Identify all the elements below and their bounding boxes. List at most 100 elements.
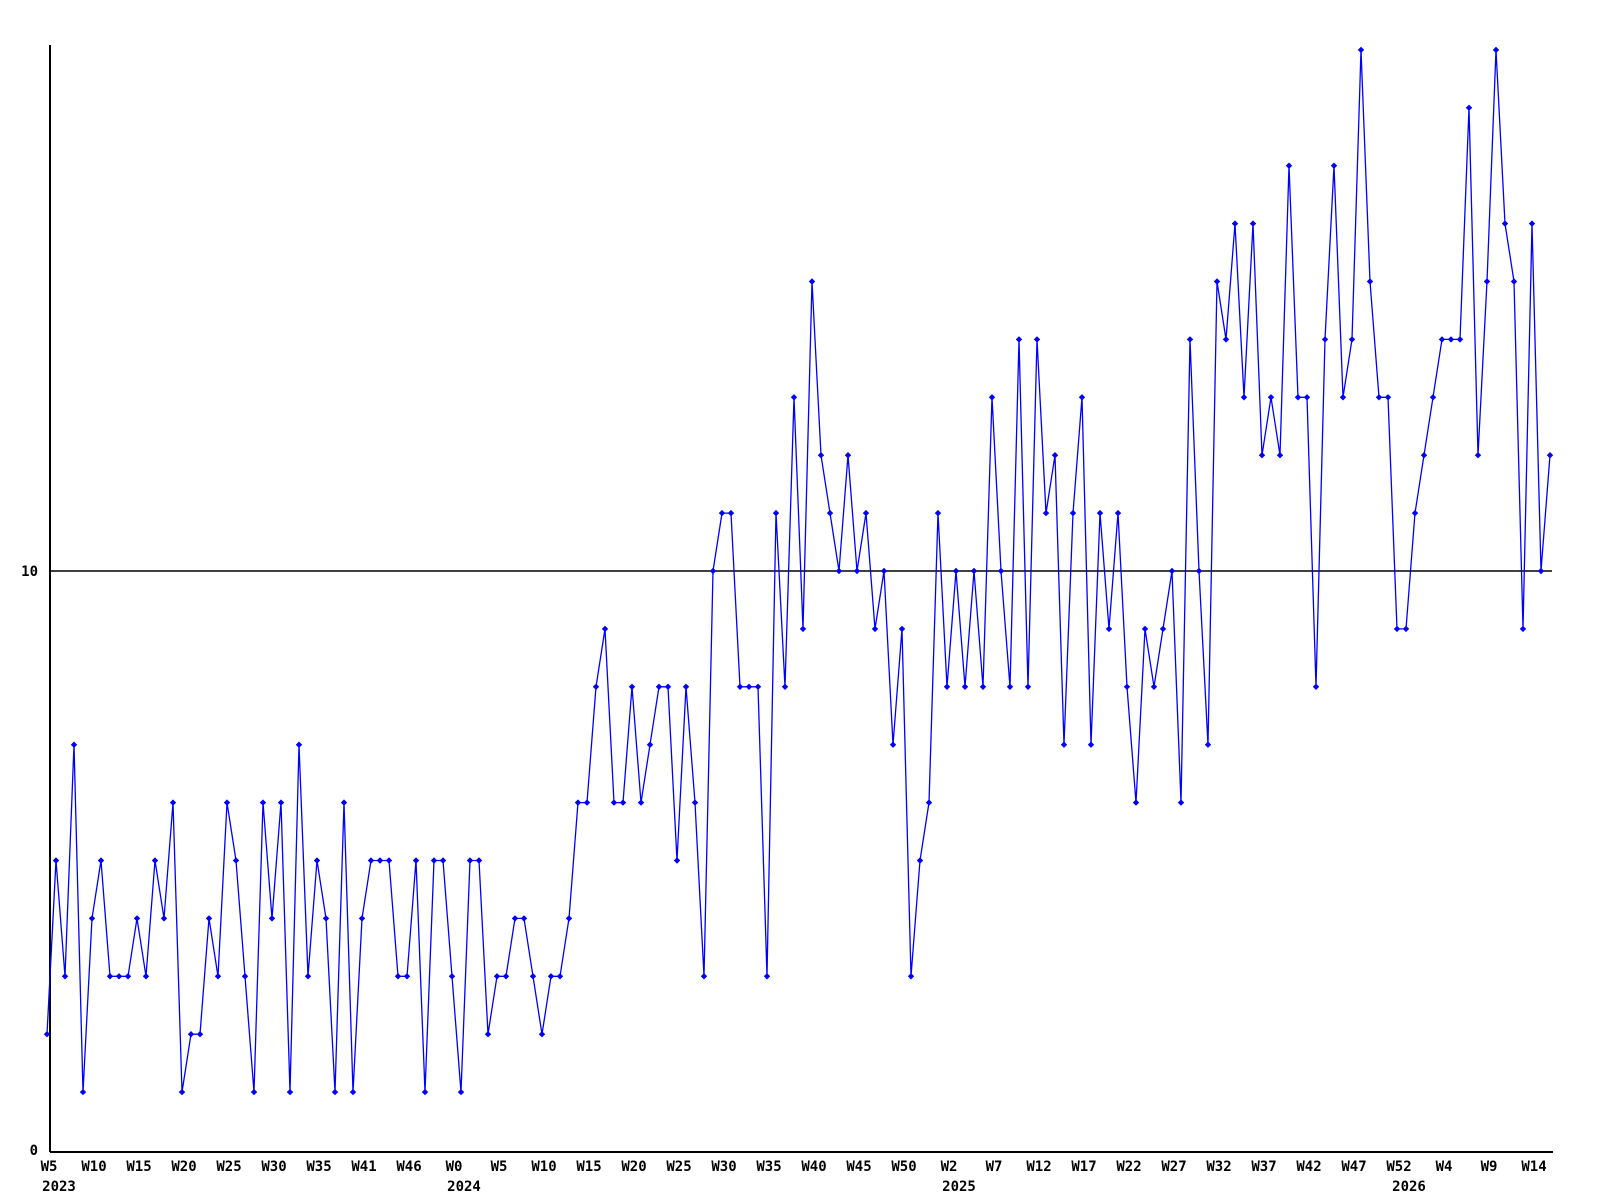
data-point [1006, 683, 1014, 690]
data-point [439, 857, 447, 864]
data-point [430, 857, 438, 864]
data-point [322, 915, 330, 922]
data-point [1294, 394, 1302, 401]
data-point [223, 799, 231, 806]
data-point [79, 1088, 87, 1096]
data-point [1339, 394, 1347, 401]
data-point [250, 1088, 258, 1096]
data-point [1375, 394, 1383, 401]
data-point [1141, 625, 1149, 633]
data-point [106, 973, 114, 980]
data-point [646, 741, 654, 748]
data-point [871, 625, 879, 633]
data-point [745, 683, 753, 690]
data-point [394, 973, 402, 980]
x-tick-label: W15 [126, 1159, 151, 1175]
data-point [232, 857, 240, 864]
data-point [457, 1088, 465, 1096]
data-point [1213, 278, 1221, 285]
data-point [1546, 452, 1554, 459]
data-point [1366, 278, 1374, 285]
x-tick-label: W27 [1161, 1159, 1186, 1175]
data-point [952, 567, 960, 575]
data-point [52, 857, 60, 864]
data-point [637, 799, 645, 806]
data-point [547, 973, 555, 980]
x-tick-label: W22 [1116, 1159, 1141, 1175]
data-point [907, 973, 915, 980]
data-point [619, 799, 627, 806]
data-point [1177, 799, 1185, 806]
x-tick-label: W9 [1481, 1159, 1498, 1175]
data-point [205, 915, 213, 922]
data-point [1411, 509, 1419, 517]
data-point [1186, 336, 1194, 343]
x-tick-label: W25 [666, 1159, 691, 1175]
data-point [790, 394, 798, 401]
data-point [124, 973, 132, 980]
data-point [1537, 567, 1545, 575]
data-point [772, 509, 780, 517]
x-tick-label: W52 [1386, 1159, 1411, 1175]
data-point [1321, 336, 1329, 343]
data-point [1096, 509, 1104, 517]
data-point [115, 973, 123, 980]
data-point [70, 741, 78, 748]
data-point [556, 973, 564, 980]
data-point [1438, 336, 1446, 343]
data-point [1240, 394, 1248, 401]
data-point [214, 973, 222, 980]
data-point [448, 973, 456, 980]
data-point [565, 915, 573, 922]
data-point [1204, 741, 1212, 748]
data-point [826, 509, 834, 517]
data-point [241, 973, 249, 980]
data-point [853, 567, 861, 575]
data-point [727, 509, 735, 517]
year-label: 2024 [447, 1179, 481, 1195]
data-point [385, 857, 393, 864]
data-point [475, 857, 483, 864]
data-point [43, 1031, 51, 1038]
data-point [304, 973, 312, 980]
data-point [754, 683, 762, 690]
year-label: 2026 [1392, 1179, 1426, 1195]
x-tick-label: W7 [986, 1159, 1003, 1175]
data-point [1042, 509, 1050, 517]
data-point [763, 973, 771, 980]
x-tick-label: W40 [801, 1159, 826, 1175]
year-label: 2023 [42, 1179, 76, 1195]
data-point [934, 509, 942, 517]
data-point [178, 1088, 186, 1096]
data-point [691, 799, 699, 806]
data-point [583, 799, 591, 806]
data-point [862, 509, 870, 517]
data-point [1528, 220, 1536, 227]
data-point [961, 683, 969, 690]
x-tick-label: W37 [1251, 1159, 1276, 1175]
data-point [1456, 336, 1464, 343]
x-tick-label: W14 [1521, 1159, 1546, 1175]
data-point [1483, 278, 1491, 285]
data-point [1024, 683, 1032, 690]
data-point [277, 799, 285, 806]
data-point [286, 1088, 294, 1096]
x-tick-label: W32 [1206, 1159, 1231, 1175]
data-point [925, 799, 933, 806]
data-point [817, 452, 825, 459]
data-point [1429, 394, 1437, 401]
data-point [61, 973, 69, 980]
data-point [160, 915, 168, 922]
data-point [169, 799, 177, 806]
data-point [1078, 394, 1086, 401]
data-point [1195, 567, 1203, 575]
data-point [988, 394, 996, 401]
data-point [1087, 741, 1095, 748]
year-label: 2025 [942, 1179, 976, 1195]
data-point [610, 799, 618, 806]
x-tick-label: W5 [491, 1159, 508, 1175]
data-point [1402, 625, 1410, 633]
x-tick-label: W4 [1436, 1159, 1453, 1175]
